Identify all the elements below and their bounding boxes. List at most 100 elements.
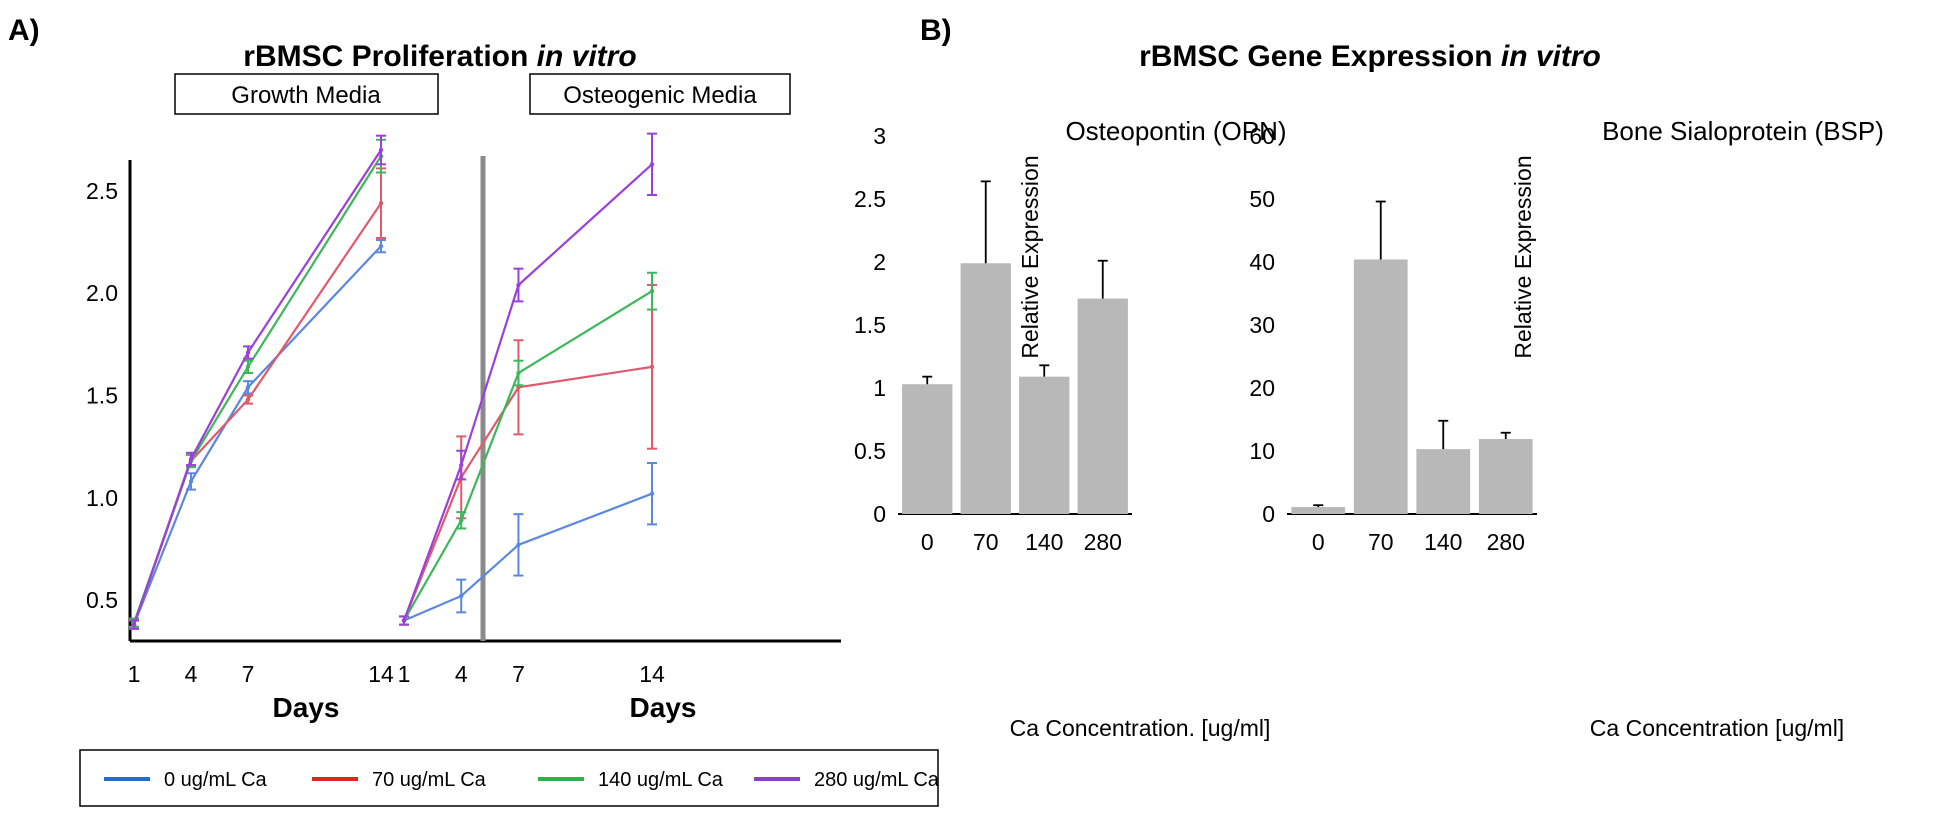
data-point bbox=[245, 350, 251, 355]
bsp-y-tick-label: 10 bbox=[1249, 438, 1275, 464]
opn-bar bbox=[1077, 298, 1128, 514]
x-tick-label: 4 bbox=[185, 661, 198, 687]
x-tick-label: 1 bbox=[128, 661, 141, 687]
bsp-bar bbox=[1291, 507, 1346, 514]
gene-expression-title: rBMSC Gene Expression in vitro bbox=[1139, 40, 1601, 73]
data-point bbox=[649, 364, 655, 370]
opn-x-tick-label: 280 bbox=[1084, 529, 1122, 555]
x-tick-label: 7 bbox=[512, 661, 525, 687]
x-tick-label: 14 bbox=[368, 661, 394, 687]
x-tick-label: 4 bbox=[455, 661, 468, 687]
bsp-y-tick-label: 60 bbox=[1249, 123, 1275, 149]
proliferation-x-ticks: 1 14 47 714 14 bbox=[128, 661, 665, 687]
opn-bar bbox=[902, 384, 953, 514]
opn-y-tick-label: 2 bbox=[873, 249, 886, 275]
bsp-y-tick-label: 50 bbox=[1249, 186, 1275, 212]
bsp-x-tick-label: 0 bbox=[1312, 529, 1325, 555]
bsp-x-axis-label: Ca Concentration [ug/ml] bbox=[1590, 715, 1844, 741]
data-point bbox=[378, 243, 384, 249]
bsp-bar bbox=[1353, 259, 1408, 514]
opn-x-tick-label: 70 bbox=[973, 529, 999, 555]
series-line-280-growth bbox=[132, 149, 382, 625]
opn-x-tick-label: 0 bbox=[921, 529, 934, 555]
x-tick-label: 1 bbox=[398, 661, 411, 687]
opn-x-tick-label: 140 bbox=[1025, 529, 1063, 555]
data-point bbox=[459, 462, 464, 468]
proliferation-series bbox=[129, 132, 657, 630]
opn-chart: 0 0.5 1 1.5 2 2.5 3 0 70 140 280 bbox=[854, 123, 1132, 555]
opn-y-axis-label: Relative Expression bbox=[1017, 155, 1043, 358]
series-line-0-growth bbox=[132, 245, 382, 626]
data-point bbox=[649, 162, 655, 167]
x-tick-label: 14 bbox=[639, 661, 665, 687]
data-point bbox=[245, 385, 251, 390]
panel-b-label: B) bbox=[920, 14, 952, 47]
osteogenic-media-label: Osteogenic Media bbox=[563, 82, 757, 109]
y-tick-label: 2.0 bbox=[86, 280, 118, 306]
proliferation-y-ticks: 0.5 1.0 1.5 2.0 2.5 bbox=[86, 178, 118, 613]
data-point bbox=[401, 618, 407, 623]
x-tick-label: 7 bbox=[242, 661, 255, 687]
series-line-140-osteo bbox=[403, 290, 653, 622]
bsp-y-tick-label: 20 bbox=[1249, 375, 1275, 401]
data-point bbox=[378, 200, 384, 206]
legend-label: 280 ug/mL Ca bbox=[814, 769, 940, 791]
growth-media-label: Growth Media bbox=[231, 82, 381, 109]
series-line-0-osteo bbox=[403, 492, 653, 622]
opn-y-tick-label: 0.5 bbox=[854, 438, 886, 464]
bsp-subtitle: Bone Sialoprotein (BSP) bbox=[1602, 116, 1884, 146]
panel-a-label: A) bbox=[8, 14, 40, 47]
opn-bar bbox=[960, 263, 1011, 514]
bsp-x-tick-label: 140 bbox=[1424, 529, 1462, 555]
opn-y-tick-label: 1.5 bbox=[854, 312, 886, 338]
data-point bbox=[245, 364, 251, 370]
osteo-x-axis-label: Days bbox=[630, 692, 697, 723]
data-point bbox=[459, 518, 464, 523]
bsp-y-tick-label: 30 bbox=[1249, 312, 1275, 338]
opn-y-tick-label: 3 bbox=[873, 123, 886, 149]
y-tick-label: 1.0 bbox=[86, 485, 118, 511]
data-point bbox=[516, 542, 521, 548]
opn-y-tick-label: 0 bbox=[873, 501, 886, 527]
legend-label: 70 ug/mL Ca bbox=[372, 769, 487, 791]
opn-subtitle: Osteopontin (OPN) bbox=[1065, 116, 1286, 146]
opn-x-axis-label: Ca Concentration. [ug/ml] bbox=[1010, 715, 1271, 741]
legend: 0 ug/mL Ca 70 ug/mL Ca 140 ug/mL Ca 280 ug/… bbox=[104, 769, 940, 791]
bsp-y-axis-label: Relative Expression bbox=[1510, 155, 1536, 358]
series-line-70-osteo bbox=[402, 365, 653, 621]
bsp-y-tick-label: 0 bbox=[1262, 501, 1275, 527]
data-point bbox=[378, 147, 384, 153]
series-line-140-growth bbox=[132, 155, 382, 623]
opn-bar bbox=[1019, 376, 1070, 514]
opn-y-tick-label: 2.5 bbox=[854, 186, 886, 212]
y-tick-label: 1.5 bbox=[86, 383, 118, 409]
series-line-280-osteo bbox=[402, 163, 653, 621]
growth-media-box bbox=[174, 73, 439, 115]
bsp-x-tick-label: 280 bbox=[1487, 529, 1525, 555]
osteogenic-media-box bbox=[529, 73, 791, 115]
legend-label: 140 ug/mL Ca bbox=[598, 769, 724, 791]
data-point bbox=[516, 370, 521, 376]
bsp-bar bbox=[1416, 449, 1471, 514]
data-point bbox=[188, 456, 194, 462]
data-point bbox=[245, 397, 251, 402]
data-point bbox=[131, 622, 137, 627]
bsp-y-tick-label: 40 bbox=[1249, 249, 1275, 275]
data-point bbox=[649, 288, 655, 294]
growth-x-axis-label: Days bbox=[273, 692, 340, 723]
bsp-x-tick-label: 70 bbox=[1368, 529, 1394, 555]
data-point bbox=[516, 282, 521, 288]
y-tick-label: 2.5 bbox=[86, 178, 118, 204]
proliferation-title: rBMSC Proliferation in vitro bbox=[243, 40, 636, 73]
data-point bbox=[459, 593, 464, 599]
data-point bbox=[188, 479, 194, 484]
bsp-bar bbox=[1478, 439, 1533, 514]
opn-y-tick-label: 1 bbox=[873, 375, 886, 401]
proliferation-axes bbox=[128, 156, 841, 643]
series-line-70-growth bbox=[132, 202, 382, 625]
y-tick-label: 0.5 bbox=[86, 587, 118, 613]
data-point bbox=[649, 491, 655, 496]
legend-label: 0 ug/mL Ca bbox=[164, 769, 268, 791]
bsp-chart: 0 10 20 30 40 50 60 0 70 140 280 bbox=[1249, 123, 1537, 555]
